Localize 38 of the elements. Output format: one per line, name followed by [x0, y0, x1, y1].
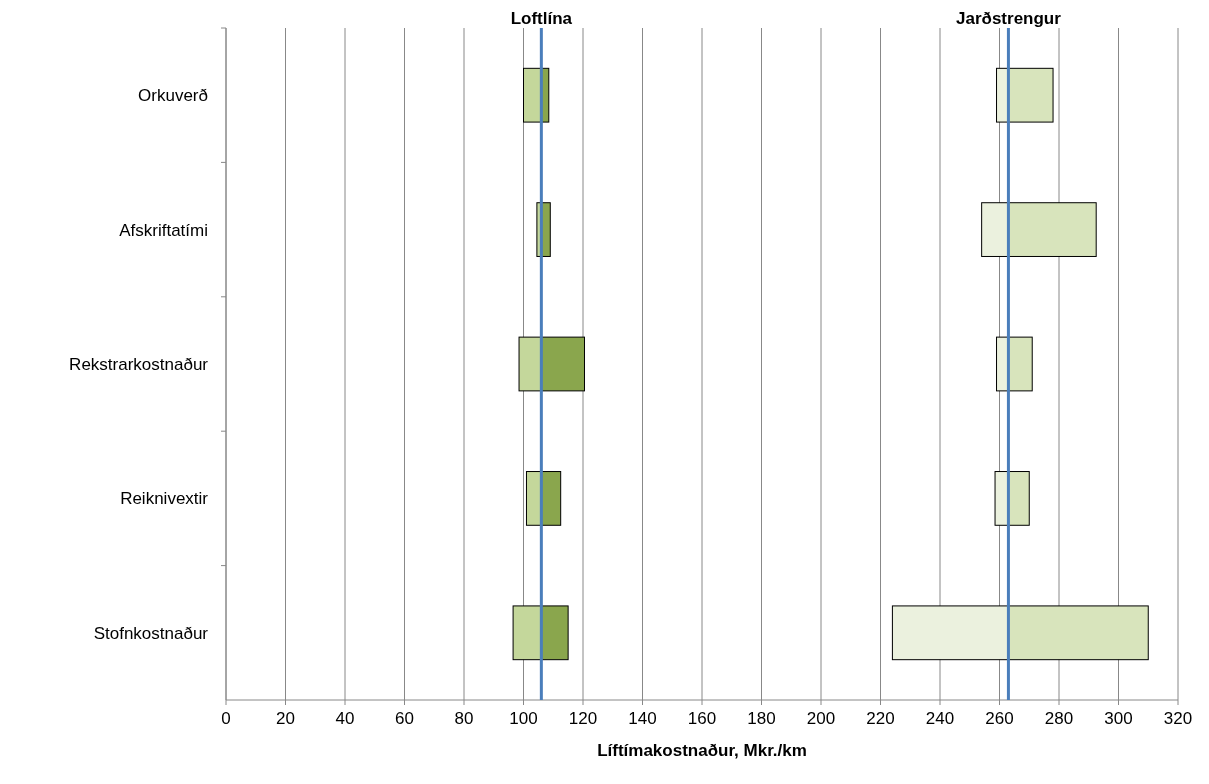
y-tick-label: Reiknivextir [120, 489, 209, 509]
x-tick-label: 80 [454, 709, 474, 728]
x-tick-label: 260 [985, 709, 1014, 728]
x-tick-label: 220 [866, 709, 895, 728]
x-tick-label: 0 [221, 709, 231, 728]
y-tick-label: Rekstrarkostnaður [69, 355, 209, 374]
x-tick-label: 280 [1044, 709, 1074, 728]
x-tick-label: 20 [276, 709, 295, 728]
bar [540, 336, 585, 392]
bar [523, 67, 542, 123]
y-tick-label: Stofnkostnaður [93, 623, 209, 643]
bar [1007, 336, 1033, 392]
bar [540, 605, 569, 661]
x-tick-label: 120 [568, 709, 598, 728]
bar [994, 471, 1009, 526]
x-tick-label: 160 [687, 709, 717, 728]
ref-line-label: Jarðstrengur [955, 9, 1062, 28]
x-tick-label: 200 [806, 709, 836, 728]
x-tick-label: 140 [628, 709, 657, 728]
x-tick-label: 320 [1163, 709, 1193, 728]
bar [1007, 605, 1149, 661]
bar [1007, 202, 1097, 257]
bar [518, 336, 542, 392]
bar [512, 605, 542, 661]
x-tick-label: 100 [509, 709, 538, 728]
x-tick-label: 180 [747, 709, 776, 728]
x-tick-label: 240 [925, 709, 955, 728]
ref-line-label: Loftlína [510, 9, 573, 28]
x-tick-label: 300 [1104, 709, 1133, 728]
bar [1007, 471, 1030, 526]
bar [1007, 67, 1054, 123]
bar [891, 605, 1009, 661]
x-tick-label: 60 [395, 709, 414, 728]
x-tick-label: 40 [335, 709, 355, 728]
y-tick-label: Afskriftatími [119, 220, 208, 240]
y-tick-label: Orkuverð [138, 86, 208, 106]
x-axis-title: Líftímakostnaður, Mkr./km [597, 741, 807, 760]
bar [981, 202, 1009, 257]
